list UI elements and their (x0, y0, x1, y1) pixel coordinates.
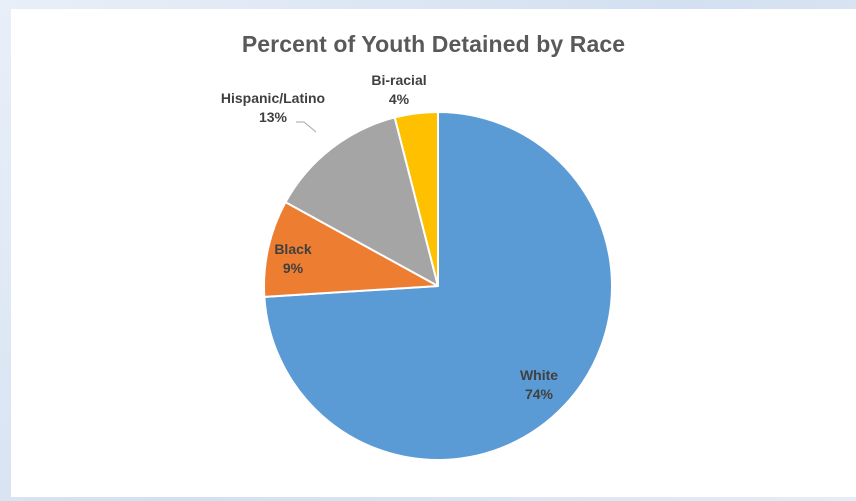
chart-area: Percent of Youth Detained by Race White 7… (11, 9, 856, 497)
data-label-black: Black 9% (274, 241, 312, 276)
slice-labels: White 74% Black 9% Hispanic/Latino 13% Bi-raci… (221, 72, 558, 402)
pie-slice-bi-racial (393, 111, 439, 287)
pie-chart: White 74% Black 9% Hispanic/Latino 13% Bi-raci… (221, 72, 613, 461)
leader-line-hispanic-latino (296, 121, 317, 133)
pie-slice-black (263, 201, 439, 298)
data-label-hispanic-latino: Hispanic/Latino 13% (221, 90, 325, 125)
chart-title: Percent of Youth Detained by Race (241, 31, 626, 57)
pie-slices (263, 111, 613, 461)
pie-slice-hispanic-latino (284, 116, 439, 287)
data-label-bi-racial: Bi-racial 4% (371, 72, 426, 107)
leader-lines (296, 121, 317, 133)
data-label-white: White 74% (520, 367, 558, 402)
